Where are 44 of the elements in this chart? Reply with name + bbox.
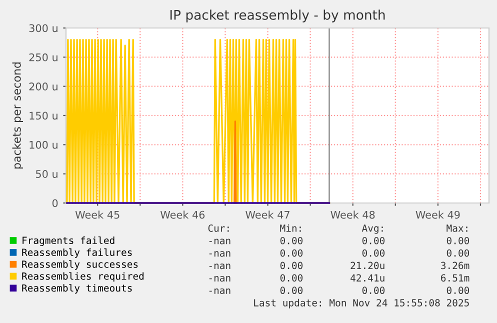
text: 0.00 [280,249,303,257]
text: 0.00 [280,236,303,244]
text: 0.00 [280,286,303,294]
text: 3.26m [441,262,470,270]
text: 0.00 [446,286,470,294]
y-tick-label: 300 u [29,24,58,32]
text: 0.00 [280,274,303,282]
x-tick-label: Week 49 [416,210,460,219]
text: Avg: [362,224,383,234]
text: 21.20u [350,262,384,270]
y-tick-label: 150 u [30,112,58,120]
y-tick-label: 100 u [30,140,58,149]
legend-label: Reassemblies required [22,272,144,282]
text: 0.00 [446,236,470,244]
legend-label: Reassembly timeouts [22,284,132,294]
y-tick-label: 200 u [29,82,58,90]
text: -nan [209,238,230,244]
legend-label: Reassembly successes [22,260,138,270]
x-tick-label: Week 46 [160,210,205,219]
text: -nan [209,264,230,270]
y-axis-title: packets per second [12,62,24,169]
legend-label: Fragments failed [22,236,114,246]
y-tick-label: 0 [52,199,58,208]
text: Min: [280,224,301,232]
x-tick-label: Week 48 [330,210,375,219]
text: -nan [209,288,230,294]
text: 0.00 [280,262,303,270]
text: 6.51m [441,274,470,282]
y-tick-label: 250 u [29,53,58,62]
text: Last update: Mon Nov 24 15:55:08 2025 [254,298,469,308]
x-tick-label: Week 45 [75,210,120,219]
x-tick-label: Week 47 [246,210,290,219]
text: 0.00 [362,236,385,244]
text: 0.00 [362,286,385,294]
text: 42.41u [350,274,384,282]
legend-label: Reassembly failures [22,248,132,258]
text: 0.00 [362,249,385,257]
text: Cur: [208,224,229,232]
chart-title: IP packet reassembly - by month [170,10,385,22]
text: Max: [446,224,468,232]
text: -nan [209,276,230,282]
y-tick-label: 50 u [36,170,58,178]
text: 0.00 [446,249,470,257]
text: -nan [209,251,230,257]
